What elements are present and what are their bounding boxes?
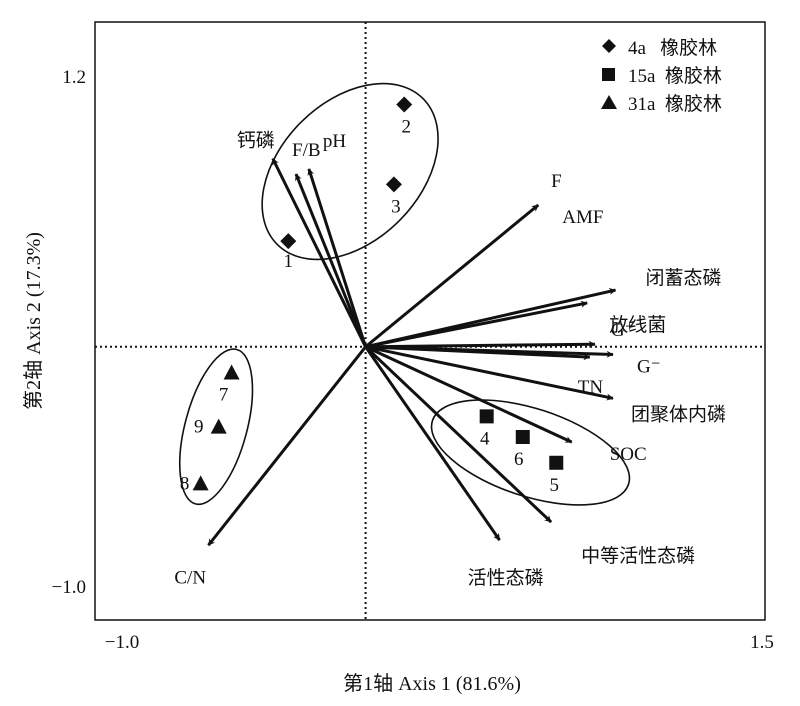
vector-arrow-11 xyxy=(364,345,573,444)
legend-diamond-marker xyxy=(602,39,616,53)
vector-arrow-10 xyxy=(365,345,614,401)
sample-marker-2 xyxy=(396,96,413,113)
vector-arrow-2 xyxy=(307,168,368,348)
vector-label-5: 闭蓄态磷 xyxy=(646,267,722,289)
group-ellipse-1 xyxy=(430,399,631,506)
sample-marker-9 xyxy=(210,418,227,434)
vector-arrow-12 xyxy=(364,345,553,524)
legend-label-4a: 4a 橡胶林 xyxy=(628,37,717,59)
sample-marker-7 xyxy=(223,364,240,380)
vector-arrow-7 xyxy=(365,340,596,349)
plot-frame xyxy=(94,21,766,621)
sample-label-2: 2 xyxy=(401,116,411,137)
legend-square-marker xyxy=(602,68,615,81)
sample-label-5: 5 xyxy=(550,475,560,496)
x-tick-label-right: 1.5 xyxy=(750,632,774,653)
vector-arrow-0 xyxy=(271,157,367,348)
sample-marker-3 xyxy=(385,176,402,193)
sample-marker-5 xyxy=(549,455,564,470)
x-tick-label-left: −1.0 xyxy=(105,632,139,653)
sample-label-9: 9 xyxy=(194,417,204,438)
sample-marker-1 xyxy=(280,233,297,250)
vector-label-8: G⁻ xyxy=(637,357,661,378)
sample-marker-4 xyxy=(479,409,494,424)
vector-label-4: AMF xyxy=(562,207,603,228)
sample-label-8: 8 xyxy=(180,473,190,494)
vector-label-0: 钙磷 xyxy=(237,130,275,152)
sample-label-1: 1 xyxy=(284,251,294,272)
vector-arrow-1 xyxy=(294,173,367,348)
vector-arrow-14 xyxy=(207,345,367,547)
vector-arrow-13 xyxy=(364,345,501,541)
vector-arrow-4 xyxy=(364,203,540,348)
environment-vectors: 钙磷 F/B pHFAMF闭蓄态磷放线菌G⁺G⁻TN团聚体内磷SOC中等活性态磷活性… xyxy=(174,130,726,589)
group-ellipses xyxy=(178,82,631,506)
sample-marker-8 xyxy=(192,475,209,491)
vector-label-14: C/N xyxy=(174,567,206,588)
legend: 4a 橡胶林 15a 橡胶林 31a 橡胶林 xyxy=(601,37,722,115)
legend-triangle-marker xyxy=(601,95,617,109)
vector-label-13: 活性态磷 xyxy=(468,567,544,589)
group-ellipse-2 xyxy=(178,348,254,506)
sample-label-6: 6 xyxy=(514,449,524,470)
vector-label-11: SOC xyxy=(610,444,647,465)
y-tick-label-top: 1.2 xyxy=(62,67,86,88)
vector-label-12: 中等活性态磷 xyxy=(581,545,695,567)
sample-marker-6 xyxy=(515,429,530,444)
vector-label-3: F xyxy=(551,171,562,192)
group-ellipse-0 xyxy=(261,82,439,261)
sample-label-4: 4 xyxy=(480,428,490,449)
x-axis-title: 第1轴 Axis 1 (81.6%) xyxy=(343,672,521,695)
sample-points: 1 2 3 4 6 5 79 8 xyxy=(180,96,564,496)
vector-label-1: F/B xyxy=(292,140,321,161)
vector-arrow-6 xyxy=(365,300,588,349)
legend-label-15a: 15a 橡胶林 xyxy=(628,65,722,87)
y-axis-title: 第2轴 Axis 2 (17.3%) xyxy=(22,232,45,410)
vector-label-7: G⁺ xyxy=(611,320,635,341)
sample-label-7: 7 xyxy=(219,385,229,406)
vector-arrow-9 xyxy=(365,345,591,361)
legend-label-31a: 31a 橡胶林 xyxy=(628,93,722,115)
vector-label-2: pH xyxy=(323,131,347,152)
y-tick-label-bottom: −1.0 xyxy=(52,577,86,598)
vector-label-6: 放线菌 xyxy=(609,314,666,336)
vector-label-10: 团聚体内磷 xyxy=(631,403,726,425)
sample-label-3: 3 xyxy=(391,196,401,217)
